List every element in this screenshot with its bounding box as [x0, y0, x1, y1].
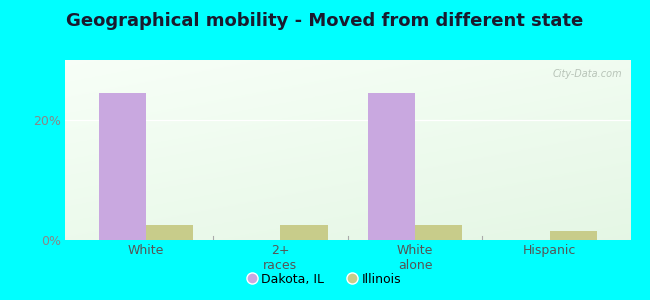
Bar [280, 225, 328, 240]
Bar [415, 225, 462, 240]
Text: Geographical mobility - Moved from different state: Geographical mobility - Moved from diffe… [66, 12, 584, 30]
Bar [368, 93, 415, 240]
Bar [99, 93, 146, 240]
Legend: Dakota, IL, Illinois: Dakota, IL, Illinois [244, 268, 406, 291]
Bar [550, 231, 597, 240]
Text: City-Data.com: City-Data.com [552, 69, 622, 79]
Bar [146, 225, 193, 240]
